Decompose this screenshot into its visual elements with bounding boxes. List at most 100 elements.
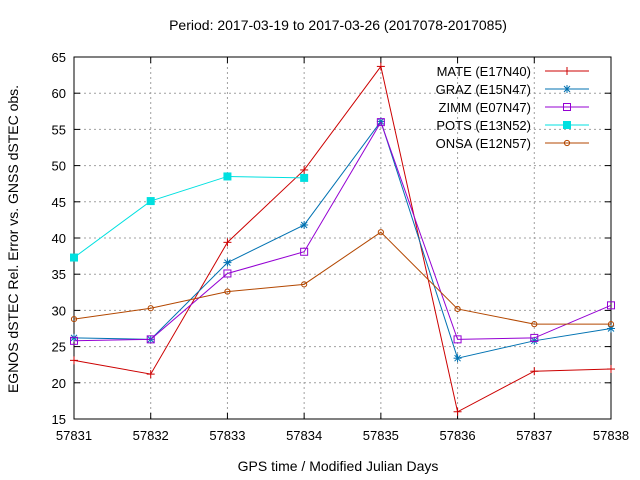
x-tick-label: 57834 bbox=[286, 428, 322, 443]
series-mate bbox=[70, 62, 615, 416]
marker-stroke bbox=[607, 301, 615, 310]
data-point bbox=[300, 247, 309, 256]
marker-stroke bbox=[70, 315, 78, 323]
data-point bbox=[453, 335, 462, 344]
marker-stroke bbox=[70, 336, 78, 345]
y-tick-label: 15 bbox=[52, 412, 66, 427]
x-tick-label: 57837 bbox=[516, 428, 552, 443]
data-point bbox=[300, 165, 309, 174]
data-point bbox=[454, 305, 461, 313]
marker-stroke bbox=[223, 172, 232, 181]
data-point bbox=[70, 315, 78, 323]
marker-stroke bbox=[530, 337, 538, 345]
marker-stroke bbox=[300, 247, 309, 256]
series-onsa bbox=[70, 229, 615, 328]
data-point bbox=[453, 407, 462, 416]
data-point bbox=[70, 356, 78, 365]
y-tick-label: 25 bbox=[52, 340, 66, 355]
marker-stroke bbox=[563, 85, 571, 93]
legend-item: ZIMM (E07N47) bbox=[439, 100, 589, 115]
legend-item: GRAZ (E15N47) bbox=[436, 82, 589, 97]
data-point bbox=[563, 85, 571, 93]
x-axis-label: GPS time / Modified Julian Days bbox=[238, 458, 439, 474]
series-graz bbox=[70, 117, 615, 363]
marker-stroke bbox=[70, 253, 78, 262]
legend-label: MATE (E17N40) bbox=[437, 64, 531, 79]
legend-label: POTS (E13N52) bbox=[436, 118, 531, 133]
data-point bbox=[223, 269, 232, 278]
marker-stroke bbox=[146, 335, 155, 344]
marker-stroke bbox=[454, 354, 461, 362]
marker-stroke bbox=[146, 197, 155, 206]
legend-item: MATE (E17N40) bbox=[437, 64, 589, 79]
series-line bbox=[73, 231, 611, 325]
legend-item: POTS (E13N52) bbox=[436, 118, 589, 133]
legend-label: ZIMM (E07N47) bbox=[439, 100, 531, 115]
y-tick-label: 30 bbox=[52, 303, 66, 318]
marker-stroke bbox=[301, 281, 308, 288]
marker-stroke bbox=[563, 103, 571, 111]
y-tick-label: 65 bbox=[52, 50, 66, 65]
data-point bbox=[563, 67, 571, 75]
marker-stroke bbox=[563, 121, 571, 129]
data-point bbox=[563, 139, 571, 147]
y-tick-label: 20 bbox=[52, 376, 66, 391]
data-point bbox=[376, 62, 385, 71]
data-point bbox=[70, 253, 78, 262]
series-line bbox=[73, 120, 612, 342]
marker-stroke bbox=[300, 173, 309, 182]
y-tick-label: 55 bbox=[52, 122, 66, 137]
data-point bbox=[70, 336, 78, 345]
marker-stroke bbox=[531, 321, 538, 328]
y-tick-label: 50 bbox=[52, 159, 66, 174]
series-layer bbox=[70, 62, 615, 416]
y-tick-label: 35 bbox=[52, 267, 66, 282]
marker-stroke bbox=[377, 229, 384, 236]
series-line bbox=[73, 65, 612, 413]
data-point bbox=[300, 173, 309, 182]
marker-stroke bbox=[530, 333, 539, 342]
data-point bbox=[530, 333, 539, 342]
series-line bbox=[73, 120, 612, 359]
marker-stroke bbox=[70, 334, 78, 342]
y-tick-label: 45 bbox=[52, 195, 66, 210]
data-point bbox=[530, 367, 539, 376]
data-point bbox=[223, 172, 232, 181]
data-point bbox=[531, 321, 538, 328]
data-point bbox=[453, 354, 462, 363]
axis-ticks: 57831 57832 57833 57834 57835 57836 57837 57838… bbox=[52, 50, 630, 443]
marker-stroke bbox=[223, 269, 232, 278]
series-pots bbox=[70, 172, 309, 262]
data-point bbox=[146, 197, 155, 206]
data-point bbox=[607, 365, 615, 374]
marker-stroke bbox=[563, 139, 571, 147]
data-point bbox=[223, 238, 232, 247]
grid-lines bbox=[74, 57, 611, 419]
x-tick-label: 57833 bbox=[209, 428, 245, 443]
marker-stroke bbox=[607, 321, 615, 328]
data-point bbox=[301, 281, 308, 288]
data-point bbox=[146, 370, 155, 379]
marker-stroke bbox=[224, 259, 231, 266]
x-tick-label: 57836 bbox=[439, 428, 475, 443]
x-tick-label: 57831 bbox=[56, 428, 92, 443]
marker-stroke bbox=[300, 221, 308, 229]
y-tick-label: 40 bbox=[52, 231, 66, 246]
data-point bbox=[563, 103, 571, 111]
legend-label: GRAZ (E15N47) bbox=[436, 82, 531, 97]
y-tick-label: 60 bbox=[52, 86, 66, 101]
data-point bbox=[146, 335, 155, 344]
series-line bbox=[73, 175, 305, 258]
x-tick-label: 57832 bbox=[133, 428, 169, 443]
data-point bbox=[223, 258, 232, 267]
x-tick-label: 57835 bbox=[363, 428, 399, 443]
data-point bbox=[563, 121, 571, 129]
data-point bbox=[607, 321, 615, 328]
x-tick-label: 57838 bbox=[593, 428, 629, 443]
data-point bbox=[376, 118, 385, 127]
data-point bbox=[224, 288, 231, 295]
marker-stroke bbox=[454, 305, 461, 313]
marker-stroke bbox=[147, 305, 154, 312]
data-point bbox=[147, 305, 154, 312]
